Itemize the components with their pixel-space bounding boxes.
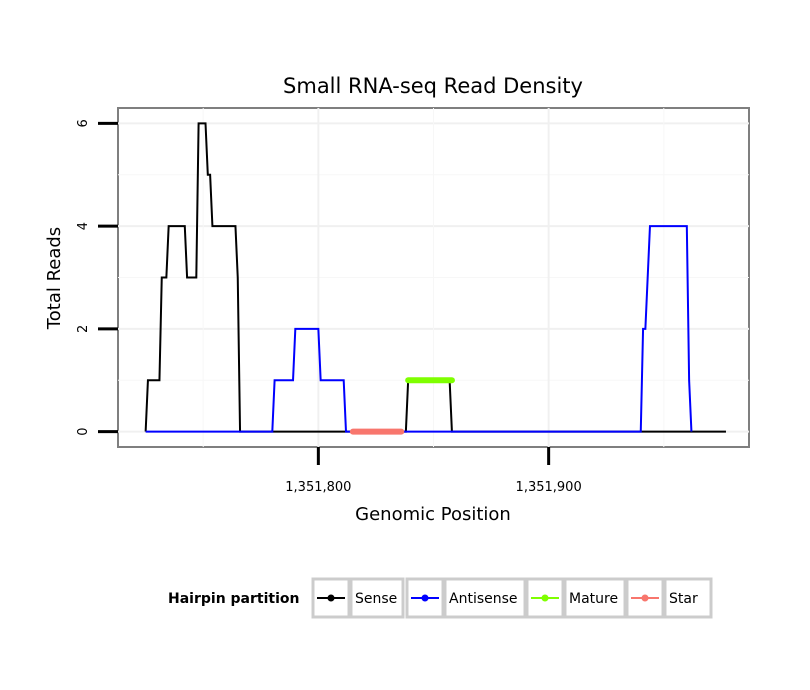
legend-label-box xyxy=(663,577,713,619)
legend-label-box xyxy=(443,577,527,619)
x-tick-label: 1,351,900 xyxy=(516,480,582,495)
legend-label-star: Star xyxy=(669,591,698,607)
legend: Hairpin partition Sense Antisense Mature St… xyxy=(168,577,713,619)
legend-label-mature: Mature xyxy=(569,591,618,607)
series-sense xyxy=(144,122,726,433)
legend-point-mature xyxy=(541,594,549,602)
x-axis-title: Genomic Position xyxy=(355,504,511,525)
chart-title: Small RNA-seq Read Density xyxy=(283,74,583,98)
legend-title: Hairpin partition xyxy=(168,591,299,607)
y-tick-label: 0 xyxy=(76,427,91,435)
legend-point-sense xyxy=(327,594,335,602)
series-antisense xyxy=(145,225,693,433)
legend-label-box xyxy=(563,577,627,619)
y-tick-label: 6 xyxy=(76,119,91,127)
legend-label-antisense: Antisense xyxy=(449,591,518,607)
legend-label-sense: Sense xyxy=(355,591,397,607)
legend-label-box xyxy=(349,577,405,619)
legend-point-antisense xyxy=(421,594,429,602)
y-axis-title: Total Reads xyxy=(44,227,65,330)
y-tick-label: 2 xyxy=(76,325,91,333)
grid xyxy=(118,108,749,447)
series-layer xyxy=(144,122,726,435)
legend-point-star xyxy=(641,594,649,602)
y-tick-label: 4 xyxy=(76,222,91,230)
axes: 0 2 4 6 1,351,800 1,351,900 xyxy=(76,119,582,495)
x-tick-label: 1,351,800 xyxy=(285,480,351,495)
